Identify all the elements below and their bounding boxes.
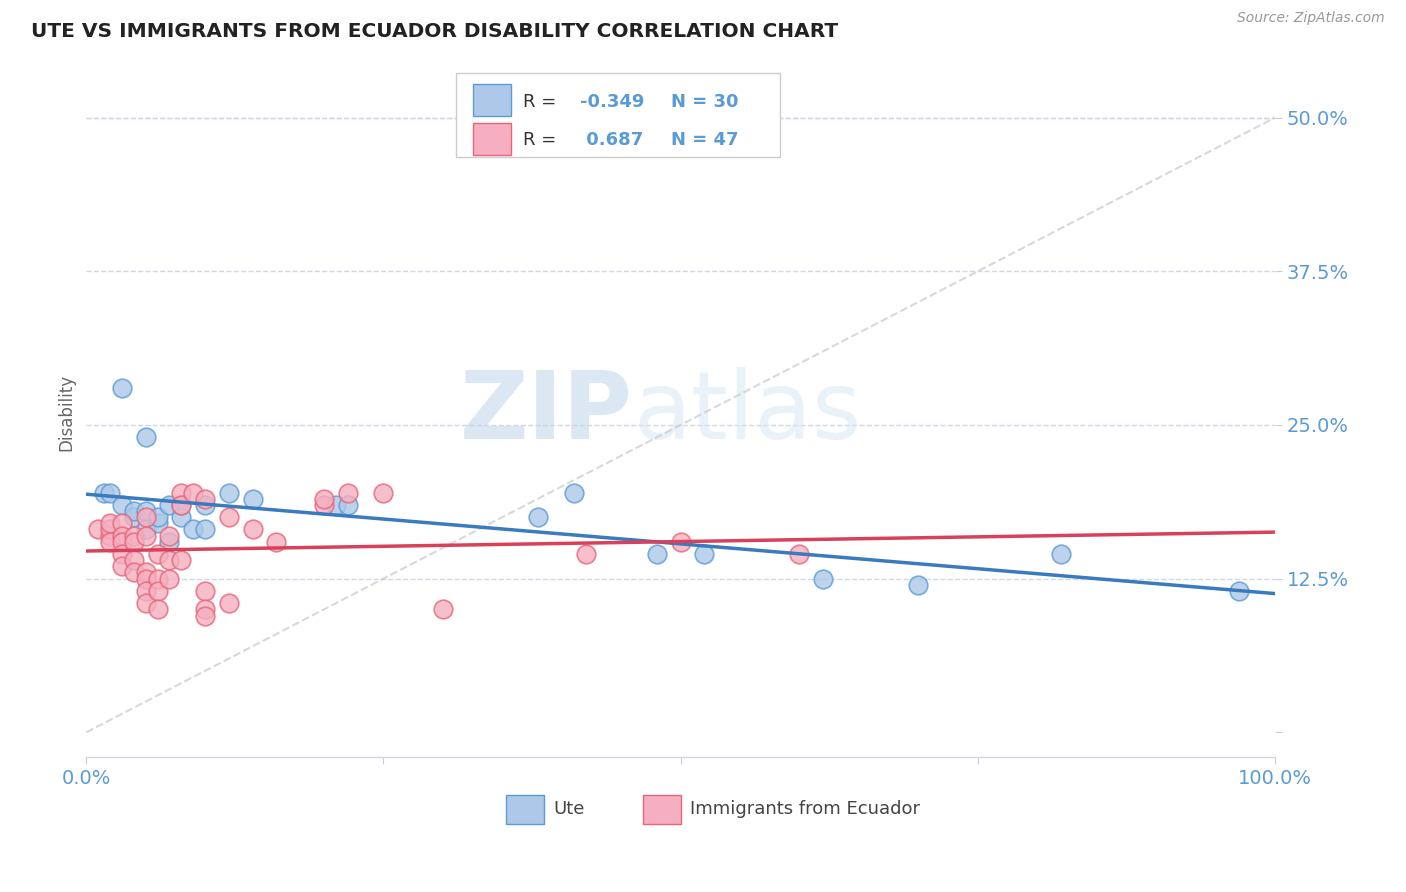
Point [159,572,181,586]
Point [170,498,193,512]
Point [266,534,288,549]
Point [242,491,264,506]
Point [170,498,193,512]
Point [669,534,692,549]
Point [789,547,811,561]
Text: R =: R = [523,131,561,149]
Point [574,547,596,561]
Point [135,510,157,524]
Point [135,572,157,586]
Point [325,498,347,512]
Point [122,566,145,580]
Point [146,510,169,524]
Point [98,516,121,531]
Point [122,534,145,549]
Point [159,498,181,512]
Point [135,528,157,542]
Point [218,485,240,500]
Point [373,485,395,500]
Point [645,547,668,561]
Point [159,528,181,542]
Text: atlas: atlas [633,367,862,458]
FancyBboxPatch shape [506,795,544,823]
FancyBboxPatch shape [472,84,510,116]
Point [135,504,157,518]
Point [135,583,157,598]
Text: R =: R = [523,93,561,111]
Point [135,596,157,610]
Point [111,528,134,542]
Point [146,547,169,561]
Point [1227,583,1250,598]
Point [194,491,217,506]
Point [218,596,240,610]
Point [87,523,110,537]
Point [135,430,157,444]
Point [122,553,145,567]
Point [159,553,181,567]
Point [242,523,264,537]
Point [336,485,359,500]
FancyBboxPatch shape [643,795,681,823]
Point [312,491,335,506]
Point [312,498,335,512]
Point [194,523,217,537]
Point [135,523,157,537]
Point [111,559,134,574]
Point [122,528,145,542]
Point [111,516,134,531]
Text: N = 47: N = 47 [671,131,738,149]
Text: -0.349: -0.349 [579,93,644,111]
Point [218,510,240,524]
Point [111,381,134,395]
Point [146,602,169,616]
Text: UTE VS IMMIGRANTS FROM ECUADOR DISABILITY CORRELATION CHART: UTE VS IMMIGRANTS FROM ECUADOR DISABILIT… [31,22,838,41]
Point [98,523,121,537]
Point [1050,547,1073,561]
Point [111,534,134,549]
Text: N = 30: N = 30 [671,93,738,111]
Point [122,504,145,518]
FancyBboxPatch shape [472,123,510,154]
Point [194,602,217,616]
Point [194,608,217,623]
Point [813,572,835,586]
Point [170,553,193,567]
Point [146,516,169,531]
Point [170,510,193,524]
Point [146,583,169,598]
Point [98,528,121,542]
Point [693,547,716,561]
Point [111,498,134,512]
Point [146,572,169,586]
Text: Source: ZipAtlas.com: Source: ZipAtlas.com [1237,11,1385,25]
Point [336,498,359,512]
Point [181,485,204,500]
Point [135,566,157,580]
Point [181,523,204,537]
Point [907,578,929,592]
Text: Immigrants from Ecuador: Immigrants from Ecuador [690,800,920,818]
Point [98,485,121,500]
Point [98,534,121,549]
Point [562,485,585,500]
Point [159,534,181,549]
Point [194,498,217,512]
Text: ZIP: ZIP [460,367,633,458]
Point [194,583,217,598]
Point [111,547,134,561]
Point [122,510,145,524]
Y-axis label: Disability: Disability [58,374,75,451]
Point [527,510,550,524]
Text: 0.687: 0.687 [579,131,643,149]
Point [93,485,115,500]
Point [432,602,454,616]
Point [170,485,193,500]
Text: Ute: Ute [554,800,585,818]
FancyBboxPatch shape [456,72,780,157]
